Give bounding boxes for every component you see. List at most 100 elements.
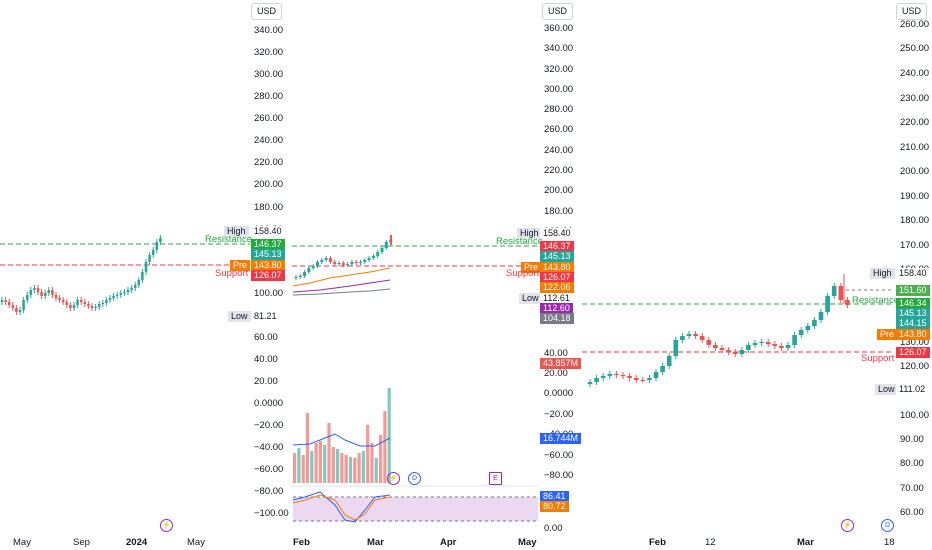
middle-price-tick-label: 260.00 [544,124,574,135]
lightning-icon[interactable]: ⚡ [841,519,854,532]
candle-body [115,295,119,296]
candle-body [298,276,302,277]
resistance-label: Resistance [852,295,899,306]
support-label: Support [506,268,540,279]
candle-body [752,343,758,345]
candle-body [341,263,345,265]
candle-body [627,376,632,378]
candle-body [307,268,311,272]
candle-body [333,262,337,264]
middle-price-tick-label: 220.00 [544,165,574,176]
candle-body [831,286,837,296]
candle-body [785,345,791,348]
currency-selector[interactable]: USD [542,3,574,20]
pre-value: 143.80 [896,329,930,340]
right-price-tick-label: 240.00 [900,68,930,79]
volume-bar [379,435,383,483]
right-price-tick-label: 250.00 [900,43,930,54]
candle-body [633,378,639,380]
left-price-chart[interactable] [0,0,290,550]
volume-bar [357,453,361,483]
candle-body [294,277,298,278]
left-price-tick-label: 220.00 [254,157,284,168]
volume-bar [366,425,370,483]
left-price-tick-label: 40.00 [254,354,278,365]
volume-bar [305,413,310,483]
volume-bar [293,453,297,483]
right-price-tick-label: 190.00 [900,191,930,202]
candle-body [303,272,307,276]
volume-bar [323,445,327,483]
candle-body [311,266,315,268]
middle-price-tick-label: −80.00 [544,470,574,481]
high-value: 158.40 [540,228,574,239]
lightning-icon[interactable]: ⚡ [387,472,400,485]
earnings-icon[interactable]: E [489,472,502,485]
candle-body [798,330,804,335]
support-label: Support [215,268,249,279]
support-label: Support [861,353,895,364]
left-price-tick-label: 260.00 [254,113,284,124]
candle-body [838,286,844,300]
resistance-value: 146.34 [896,298,930,309]
currency-selector[interactable]: USD [251,3,283,20]
time-label-apr: Apr [440,537,457,548]
time-label-may-2: May [187,537,205,548]
volume-bar [353,458,357,483]
volume-bar [301,455,305,483]
candle-body [0,300,4,302]
pre-label: Pre [521,262,542,273]
candle-body [324,258,328,260]
candle-body [693,334,698,336]
last-price-value: 145.13 [896,308,930,319]
low-label: Low [519,293,542,304]
candle-body [384,242,388,248]
lightning-icon[interactable]: ⚡ [160,519,173,532]
volume-bar [340,453,344,483]
middle-price-tick-label: 360.00 [544,23,574,34]
volume-bar [327,423,331,483]
right-price-chart[interactable] [582,0,932,550]
middle-price-chart[interactable] [290,0,582,550]
resistance-label: Resistance [205,234,252,245]
candle-body [367,258,371,260]
candle-body [746,345,751,350]
right-chart-pane[interactable]: USD 260.00 250.00 240.00 230.00 220.00 210.00… [582,0,932,550]
candle-body [130,288,133,290]
candle-body [155,242,159,250]
dividend-icon[interactable]: D [408,472,421,485]
left-price-tick-label: 180.00 [254,202,284,213]
pre-value: 143.80 [251,260,285,271]
candle-body [320,260,324,262]
candle-body [87,304,90,306]
candle-body [673,340,679,356]
time-label-18: 18 [884,537,895,548]
middle-price-tick-label: 180.00 [544,206,574,217]
candle-body [765,342,771,344]
left-price-tick-label: 340.00 [254,25,284,36]
candle-body [144,262,148,272]
candle-body [65,302,69,305]
left-price-tick-label: 60.00 [254,332,278,343]
currency-selector[interactable]: USD [896,3,928,20]
right-price-tick-label: 100.00 [900,410,930,421]
support-value: 126.07 [251,270,285,281]
right-price-tick-label: 170.00 [900,240,930,251]
low-value: 81.21 [251,311,280,322]
middle-price-tick-label: 0.0000 [544,388,574,399]
candle-body [90,306,94,308]
middle-price-tick-label: 320.00 [544,64,574,75]
right-price-tick-label: 200.00 [900,166,930,177]
volume-bar [318,441,322,483]
left-price-tick-label: 320.00 [254,47,284,58]
candle-body [33,288,36,290]
middle-chart-pane[interactable]: USD 360.00 340.00 320.00 300.00 280.00 260.00… [290,0,582,550]
candle-body [159,238,162,242]
candle-body [72,305,76,308]
high-value: 158.40 [251,226,285,237]
candle-body [354,262,358,263]
left-chart-pane[interactable]: USD 340.00 320.00 300.00 280.00 260.00 240.00… [0,0,290,550]
candle-body [76,300,79,305]
left-price-tick-label: 300.00 [254,69,284,80]
dividend-icon[interactable]: D [881,519,894,532]
